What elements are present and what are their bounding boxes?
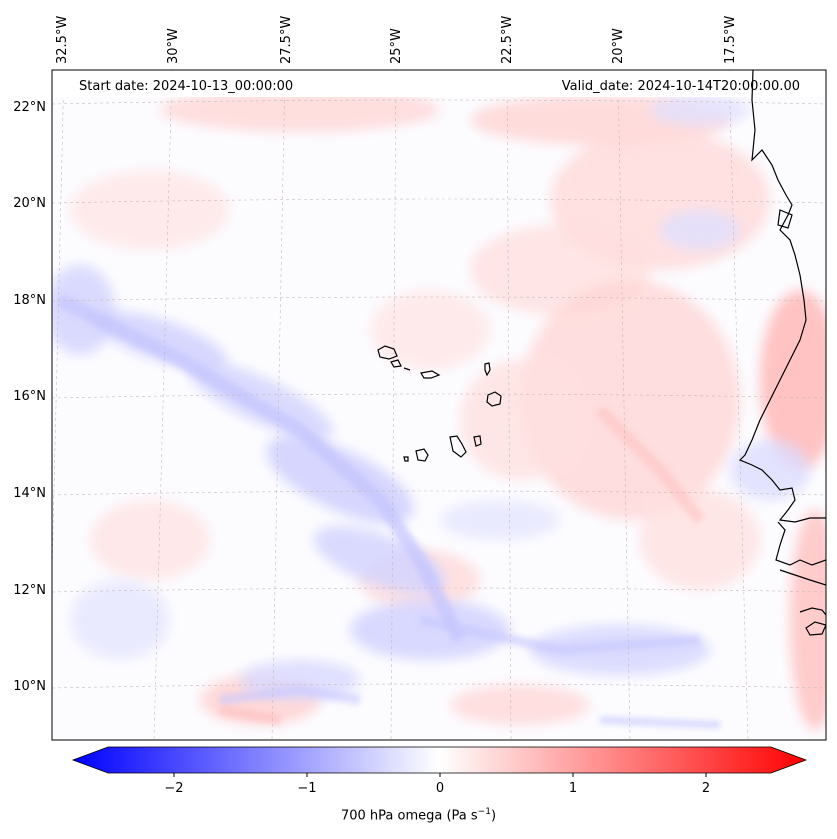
- lat-label-22: 22°N: [13, 100, 46, 115]
- header-band: [53, 71, 825, 97]
- island-maio: [473, 435, 482, 447]
- lon-label-22-5: 22.5°W: [500, 16, 515, 64]
- island-santa-luzia: [403, 367, 411, 371]
- lon-label-20: 20°W: [611, 28, 626, 64]
- cape-verde-islands: [377, 345, 502, 462]
- colorbar-tick-label: −2: [164, 781, 183, 796]
- colorbar-title-close: ): [490, 808, 497, 824]
- colorbar: −2 −1 0 1 2: [71, 746, 808, 796]
- coastlines: [738, 70, 826, 636]
- gridline-lat-16: [52, 393, 826, 399]
- longitude-labels: 32.5°W 30°W 27.5°W 25°W 22.5°W 20°W 17.5…: [55, 16, 738, 64]
- colorbar-tick-label: −1: [297, 781, 316, 796]
- gridline-lon-20: [617, 70, 631, 740]
- gridline-lat-12: [52, 587, 826, 593]
- lon-label-32-5: 32.5°W: [55, 16, 70, 64]
- banc-arguin-island: [777, 209, 793, 229]
- gridline-lon-17-5: [728, 70, 749, 740]
- lon-label-17-5: 17.5°W: [723, 16, 738, 64]
- colorbar-gradient: [71, 746, 808, 774]
- omega-field-positive: [70, 88, 826, 730]
- island-santo-antao: [377, 345, 398, 360]
- lat-label-12: 12°N: [13, 583, 46, 598]
- africa-coastline: [738, 70, 826, 523]
- map-panel: [51, 69, 827, 741]
- lat-label-16: 16°N: [13, 389, 46, 404]
- gridline-lon-25: [390, 70, 397, 740]
- colorbar-title: 700 hPa omega (Pa s−1): [0, 807, 837, 823]
- senegal-gambia-coast: [775, 521, 826, 566]
- coastal-island-a: [805, 621, 826, 636]
- gridline-lat-18: [52, 296, 826, 302]
- omega-field-streaks: [56, 293, 721, 729]
- graticule: [52, 70, 826, 740]
- colorbar-title-text: 700 hPa omega (Pa s: [340, 808, 478, 824]
- gridline-lat-22: [52, 99, 826, 105]
- colorbar-title-exponent: −1: [477, 807, 491, 817]
- latitude-labels: 22°N 20°N 18°N 16°N 14°N 12°N 10°N: [13, 100, 46, 694]
- gridline-lat-20: [52, 198, 826, 204]
- island-santiago: [449, 435, 467, 458]
- island-sao-vicente: [390, 359, 402, 368]
- colorbar-tick-label: 2: [702, 781, 710, 796]
- colorbar-ticks: −2 −1 0 1 2: [164, 773, 710, 796]
- island-sal: [484, 362, 491, 377]
- gridline-lat-10: [52, 683, 826, 689]
- island-boa-vista: [486, 391, 502, 407]
- colorbar-tick-label: 0: [436, 781, 444, 796]
- gridline-lat-14: [52, 490, 826, 496]
- lat-label-20: 20°N: [13, 196, 46, 211]
- island-brava: [403, 456, 409, 462]
- island-sao-nicolau: [420, 370, 441, 379]
- colorbar-tick-label: 1: [569, 781, 577, 796]
- gridline-lon-22-5: [506, 70, 512, 740]
- island-fogo: [415, 448, 429, 462]
- start-date-label: Start date: 2024-10-13_00:00:00: [79, 79, 293, 94]
- lon-label-27-5: 27.5°W: [279, 16, 294, 64]
- lat-label-10: 10°N: [13, 679, 46, 694]
- omega-field: [52, 88, 826, 730]
- valid-date-label: Valid_date: 2024-10-14T20:00:00.00: [562, 79, 800, 94]
- lat-label-18: 18°N: [13, 293, 46, 308]
- bissagos-coast: [799, 607, 826, 616]
- guinea-bissau-coast: [779, 569, 826, 586]
- gridline-lon-30: [153, 70, 173, 740]
- lon-label-30: 30°W: [166, 28, 181, 64]
- lat-label-14: 14°N: [13, 486, 46, 501]
- gridline-lon-27-5: [271, 70, 286, 740]
- lon-label-25: 25°W: [389, 28, 404, 64]
- map-border: [51, 69, 827, 741]
